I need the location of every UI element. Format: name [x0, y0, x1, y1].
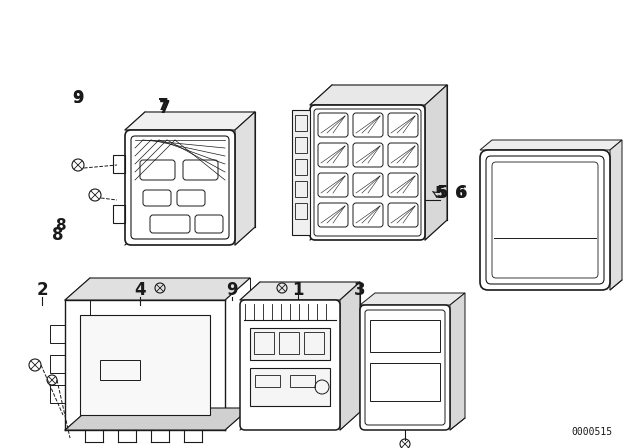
Bar — [113, 205, 125, 223]
Bar — [255, 375, 280, 387]
Bar — [279, 332, 299, 354]
Bar — [290, 375, 315, 387]
Text: 7: 7 — [157, 98, 168, 112]
FancyBboxPatch shape — [480, 150, 610, 290]
Bar — [50, 385, 65, 403]
Text: 7: 7 — [159, 99, 171, 117]
Text: 9: 9 — [73, 90, 83, 105]
Polygon shape — [65, 408, 250, 430]
Text: 9: 9 — [72, 89, 84, 107]
Bar — [370, 363, 440, 401]
Bar — [50, 355, 65, 373]
Polygon shape — [480, 140, 622, 150]
Polygon shape — [340, 282, 360, 430]
Polygon shape — [450, 293, 465, 430]
Bar — [370, 320, 440, 352]
Bar — [295, 115, 307, 131]
Polygon shape — [360, 293, 465, 305]
Polygon shape — [425, 85, 447, 240]
FancyBboxPatch shape — [125, 130, 235, 245]
Text: 6: 6 — [454, 185, 465, 201]
Bar — [295, 203, 307, 219]
FancyBboxPatch shape — [240, 300, 340, 430]
Bar — [295, 181, 307, 197]
Bar — [292, 110, 310, 235]
Bar — [113, 155, 125, 173]
FancyBboxPatch shape — [360, 305, 450, 430]
Polygon shape — [65, 278, 250, 300]
Text: 5: 5 — [436, 184, 448, 202]
Bar — [80, 315, 210, 415]
Polygon shape — [240, 282, 360, 300]
Text: 3: 3 — [354, 281, 366, 299]
Bar — [304, 332, 324, 354]
Text: 2: 2 — [36, 281, 48, 299]
Bar — [295, 137, 307, 153]
Text: 0000515: 0000515 — [571, 427, 612, 437]
Text: 4: 4 — [134, 281, 146, 299]
Bar — [250, 328, 330, 360]
Polygon shape — [610, 140, 622, 290]
Polygon shape — [310, 85, 447, 105]
Text: 8: 8 — [52, 226, 64, 244]
Bar — [250, 368, 330, 406]
Polygon shape — [235, 112, 255, 245]
Text: 8: 8 — [54, 217, 65, 233]
Bar — [295, 159, 307, 175]
Bar — [254, 332, 274, 354]
Bar — [100, 360, 140, 380]
Text: 6: 6 — [456, 184, 468, 202]
Polygon shape — [125, 112, 255, 130]
Text: 9: 9 — [226, 281, 238, 299]
Text: 5: 5 — [435, 185, 445, 201]
Text: 1: 1 — [292, 281, 304, 299]
FancyBboxPatch shape — [310, 105, 425, 240]
Bar — [50, 325, 65, 343]
